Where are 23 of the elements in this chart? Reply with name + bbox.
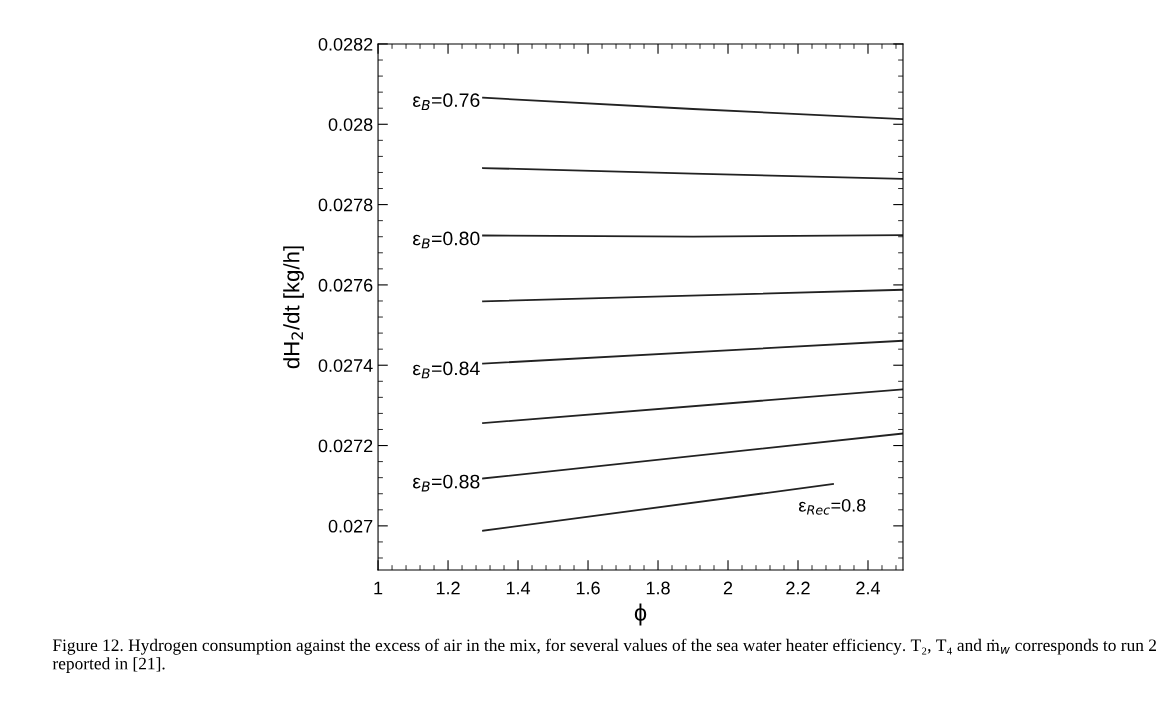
annotation: ε$_{B}$=0.88 [413, 474, 480, 492]
x-tick-label: 1 [374, 581, 383, 595]
y-tick-label: 0.0274 [318, 359, 373, 372]
x-tick-label: 1.4 [506, 581, 531, 595]
annotation: ε$_{Rec}$=0.8 [798, 498, 866, 515]
x-tick-label: 2 [723, 581, 733, 595]
x-tick-label: 1.6 [576, 581, 600, 595]
x-tick-label: 1.8 [646, 581, 670, 595]
x-tick-label: 2.2 [786, 581, 810, 595]
annotation: ε$_{B}$=0.80 [413, 231, 480, 249]
y-tick-label: 0.0272 [318, 439, 373, 453]
y-tick-label: 0.027 [328, 519, 373, 533]
y-tick-label: 0.028 [328, 118, 373, 131]
x-tick-label: 1.2 [436, 581, 460, 595]
y-tick-label: 0.0278 [318, 198, 373, 212]
y-tick-label: 0.0282 [318, 37, 373, 51]
annotation: ε$_{B}$=0.84 [413, 361, 480, 379]
y-axis-title: dH$_{2}$/dt [kg/h] [283, 246, 304, 369]
annotation: ε$_{B}$=0.76 [413, 93, 480, 111]
text: Figure 12. Hydrogen consumption against the excess of air in the mix, for several values of the sea water heater efficiency. T₂, T₄ and ṁ$_{w}$ corresponds to run 2 reported in [21]. [52, 638, 1156, 673]
x-axis-title: ϕ [634, 603, 647, 626]
x-tick-label: 2.4 [856, 581, 881, 595]
y-tick-label: 0.0276 [318, 278, 373, 292]
